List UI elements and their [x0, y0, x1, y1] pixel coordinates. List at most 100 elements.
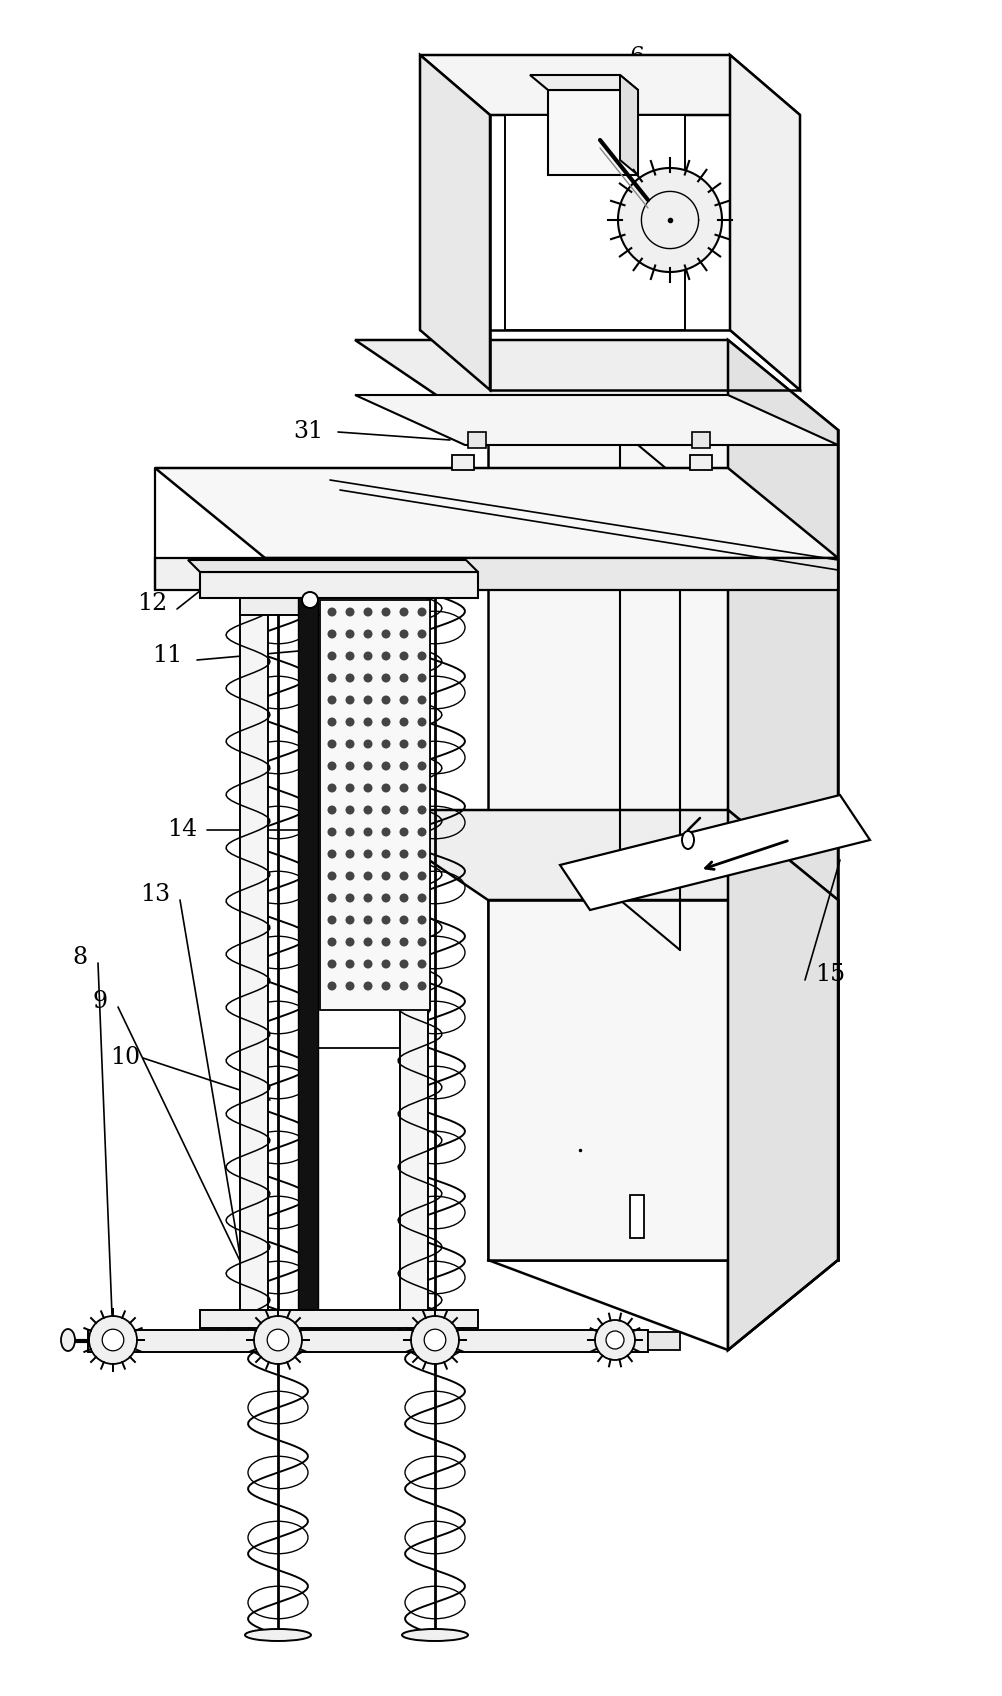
- Circle shape: [381, 894, 390, 902]
- Text: 31: 31: [293, 421, 323, 443]
- Circle shape: [345, 806, 354, 814]
- Circle shape: [328, 784, 336, 792]
- Circle shape: [363, 629, 372, 638]
- Polygon shape: [727, 339, 837, 1350]
- Circle shape: [345, 960, 354, 968]
- Circle shape: [363, 894, 372, 902]
- Polygon shape: [199, 572, 478, 599]
- Circle shape: [417, 673, 426, 682]
- Circle shape: [345, 739, 354, 748]
- Circle shape: [399, 739, 408, 748]
- Ellipse shape: [244, 1628, 311, 1642]
- Circle shape: [328, 607, 336, 617]
- Circle shape: [417, 806, 426, 814]
- Circle shape: [345, 762, 354, 770]
- Circle shape: [363, 982, 372, 990]
- Circle shape: [363, 784, 372, 792]
- Circle shape: [345, 982, 354, 990]
- Polygon shape: [504, 115, 684, 331]
- Polygon shape: [452, 455, 474, 470]
- Circle shape: [345, 673, 354, 682]
- Circle shape: [381, 806, 390, 814]
- Circle shape: [399, 717, 408, 726]
- Circle shape: [363, 607, 372, 617]
- Circle shape: [417, 762, 426, 770]
- Circle shape: [381, 938, 390, 946]
- Circle shape: [399, 828, 408, 836]
- Circle shape: [381, 784, 390, 792]
- Circle shape: [381, 960, 390, 968]
- Circle shape: [381, 850, 390, 858]
- Polygon shape: [689, 455, 711, 470]
- Text: 13: 13: [140, 884, 170, 906]
- Circle shape: [328, 806, 336, 814]
- Circle shape: [399, 982, 408, 990]
- Polygon shape: [488, 431, 837, 1260]
- Text: 8: 8: [72, 946, 87, 970]
- Circle shape: [328, 651, 336, 660]
- Ellipse shape: [302, 592, 318, 607]
- Circle shape: [328, 762, 336, 770]
- Circle shape: [381, 607, 390, 617]
- Polygon shape: [298, 595, 318, 1335]
- Text: 14: 14: [166, 819, 197, 841]
- Circle shape: [417, 629, 426, 638]
- Circle shape: [345, 695, 354, 704]
- Circle shape: [363, 695, 372, 704]
- Circle shape: [399, 762, 408, 770]
- Circle shape: [399, 850, 408, 858]
- Circle shape: [328, 894, 336, 902]
- Text: 15: 15: [814, 963, 845, 987]
- Ellipse shape: [402, 1628, 468, 1642]
- Text: 12: 12: [136, 592, 167, 616]
- Text: 9: 9: [92, 990, 107, 1014]
- Circle shape: [328, 828, 336, 836]
- Circle shape: [363, 938, 372, 946]
- Polygon shape: [199, 1309, 478, 1328]
- Circle shape: [381, 739, 390, 748]
- Circle shape: [89, 1316, 137, 1364]
- Circle shape: [328, 982, 336, 990]
- Circle shape: [417, 916, 426, 924]
- Polygon shape: [265, 558, 837, 590]
- Circle shape: [345, 872, 354, 880]
- Circle shape: [399, 784, 408, 792]
- Circle shape: [399, 960, 408, 968]
- Circle shape: [381, 673, 390, 682]
- Circle shape: [381, 872, 390, 880]
- Circle shape: [345, 629, 354, 638]
- Circle shape: [417, 607, 426, 617]
- Circle shape: [363, 762, 372, 770]
- Circle shape: [381, 629, 390, 638]
- Circle shape: [363, 850, 372, 858]
- Circle shape: [399, 938, 408, 946]
- Circle shape: [328, 629, 336, 638]
- Circle shape: [102, 1330, 123, 1350]
- Circle shape: [417, 695, 426, 704]
- Circle shape: [381, 695, 390, 704]
- Polygon shape: [155, 558, 265, 590]
- Circle shape: [417, 850, 426, 858]
- Polygon shape: [727, 811, 837, 1350]
- Circle shape: [363, 828, 372, 836]
- Circle shape: [417, 828, 426, 836]
- Circle shape: [345, 828, 354, 836]
- Circle shape: [345, 784, 354, 792]
- Circle shape: [424, 1330, 445, 1350]
- Circle shape: [417, 651, 426, 660]
- Polygon shape: [239, 595, 268, 1340]
- Circle shape: [328, 695, 336, 704]
- Circle shape: [254, 1316, 302, 1364]
- Polygon shape: [155, 468, 837, 558]
- Polygon shape: [619, 75, 637, 175]
- Circle shape: [345, 651, 354, 660]
- Text: 6: 6: [629, 46, 644, 70]
- Circle shape: [328, 850, 336, 858]
- Circle shape: [328, 960, 336, 968]
- Circle shape: [399, 806, 408, 814]
- Circle shape: [381, 717, 390, 726]
- Polygon shape: [355, 811, 837, 901]
- Circle shape: [345, 607, 354, 617]
- Circle shape: [363, 872, 372, 880]
- Circle shape: [363, 673, 372, 682]
